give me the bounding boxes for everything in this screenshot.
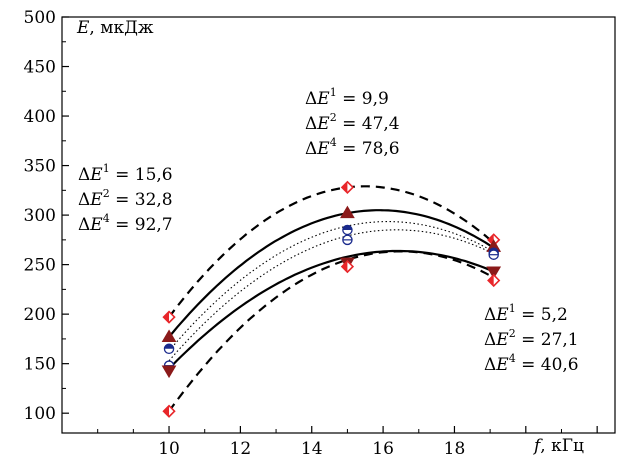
delta-e1-label: ΔE1 = 15,6: [78, 162, 173, 185]
triangle-up-point: [161, 329, 177, 342]
x-tick-label: 10: [158, 439, 180, 459]
diamond-point-fill: [341, 261, 348, 273]
dashed-fit-curve: [168, 250, 495, 412]
dashed-fit-curve: [168, 185, 495, 318]
delta-e4-label: ΔE4 = 92,7: [78, 212, 173, 235]
x-tick-label: 18: [444, 439, 466, 459]
y-tick-label: 400: [24, 107, 56, 127]
delta-e2-label: ΔE2 = 47,4: [305, 111, 400, 134]
delta-e2-label: ΔE2 = 27,1: [484, 327, 579, 350]
y-tick-label: 200: [24, 305, 56, 325]
triangle-down-point: [486, 266, 502, 280]
fit-curves: [168, 185, 495, 412]
triangle-up-point: [340, 205, 355, 219]
y-tick-label: 250: [24, 256, 56, 276]
y-tick-label: 300: [24, 206, 56, 226]
delta-e2-label: ΔE2 = 32,8: [78, 187, 173, 210]
y-tick-label: 100: [24, 404, 56, 424]
y-tick-label: 500: [24, 8, 56, 28]
solid-fit-curve: [168, 209, 495, 338]
half-circle-point-fill: [342, 225, 353, 230]
y-tick-label: 350: [24, 157, 56, 177]
diamond-point-fill: [341, 181, 348, 193]
delta-e4-label: ΔE4 = 78,6: [305, 136, 400, 159]
diamond-point-fill: [488, 274, 494, 286]
solid-fit-curve: [168, 249, 495, 370]
tick-labels: 100 150 200 250 300 350 400 450 500 10 12 14 16 18: [24, 8, 466, 459]
delta-e4-label: ΔE4 = 40,6: [484, 352, 579, 375]
y-tick-label: 450: [24, 58, 56, 78]
x-axis-label: f, кГц: [532, 436, 584, 456]
triangle-down-point: [161, 365, 177, 379]
x-tick-label: 12: [230, 439, 252, 459]
delta-e1-label: ΔE1 = 9,9: [305, 86, 389, 109]
y-tick-label: 150: [24, 355, 56, 375]
x-tick-label: 16: [372, 439, 394, 459]
y-axis-label: E, мкДж: [76, 18, 154, 38]
diamond-point-fill: [163, 405, 170, 417]
plot-frame: [61, 16, 616, 434]
x-tick-label: 14: [301, 439, 323, 459]
delta-e1-label: ΔE1 = 5,2: [484, 302, 568, 325]
diamond-point-fill: [163, 311, 170, 323]
data-points: [161, 180, 502, 418]
half-circle-point-fill: [164, 344, 174, 349]
dotted-fit-curve: [168, 229, 494, 362]
dotted-fit-curve: [168, 221, 494, 352]
axes: [61, 16, 616, 434]
